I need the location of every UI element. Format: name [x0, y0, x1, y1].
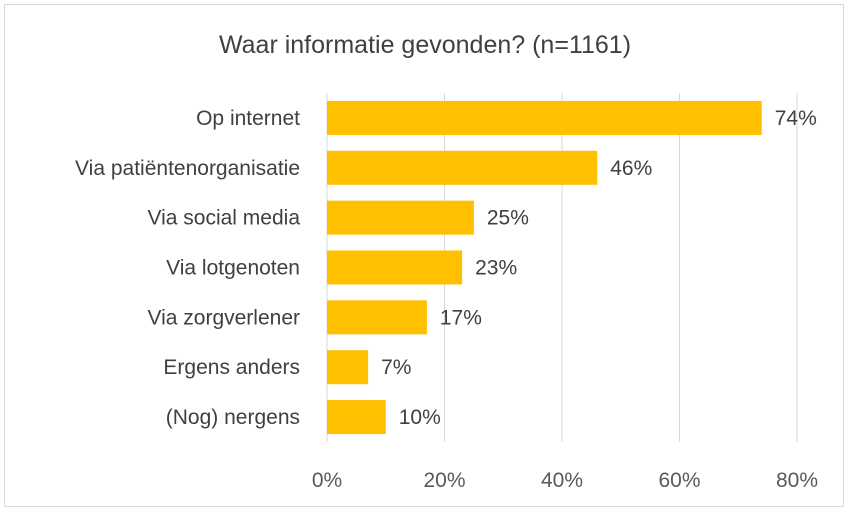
bar — [327, 100, 762, 135]
category-label: Via lotgenoten — [166, 257, 300, 280]
data-label: 10% — [399, 406, 441, 429]
data-label: 7% — [381, 356, 411, 379]
chart-title: Waar informatie gevonden? (n=1161) — [219, 31, 631, 59]
category-label: Via social media — [147, 207, 300, 230]
data-label: 74% — [775, 107, 817, 130]
category-label: Ergens anders — [163, 356, 300, 379]
bar — [327, 400, 386, 435]
category-label: Via zorgverlener — [147, 306, 300, 329]
x-tick-label: 80% — [776, 469, 818, 492]
x-tick-label: 20% — [423, 469, 465, 492]
x-tick-label: 60% — [658, 469, 700, 492]
bar — [327, 250, 463, 285]
x-tick-label: 0% — [312, 469, 342, 492]
bar — [327, 200, 474, 235]
data-label: 17% — [440, 306, 482, 329]
category-label: (Nog) nergens — [166, 406, 300, 429]
bar — [327, 350, 369, 385]
category-label: Op internet — [196, 107, 300, 130]
x-tick-label: 40% — [541, 469, 583, 492]
bar — [327, 150, 598, 185]
data-label: 23% — [475, 257, 517, 280]
bar — [327, 300, 427, 335]
data-label: 25% — [487, 207, 529, 230]
data-label: 46% — [610, 157, 652, 180]
category-label: Via patiëntenorganisatie — [75, 157, 300, 180]
